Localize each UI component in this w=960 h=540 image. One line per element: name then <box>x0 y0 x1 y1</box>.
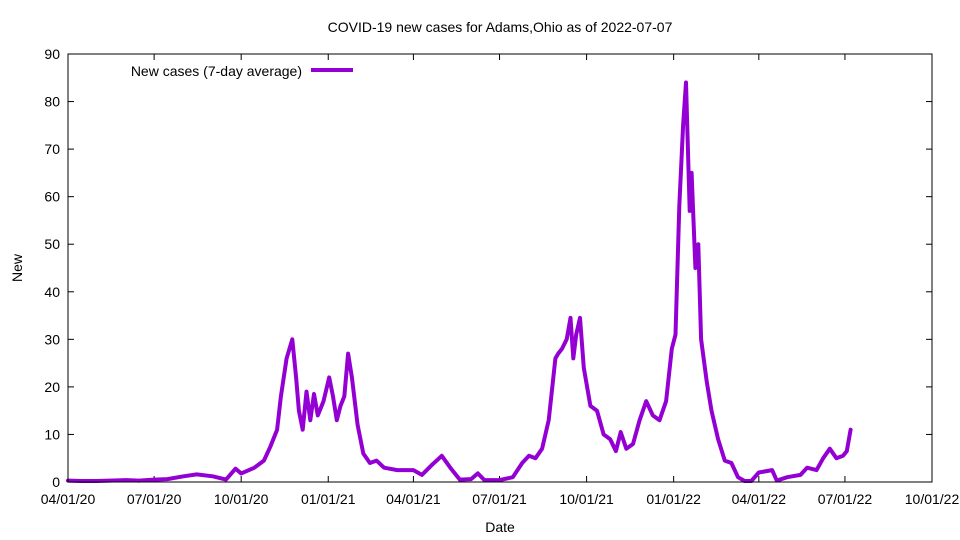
y-axis-ticks: 0 10 20 30 40 50 60 70 80 90 <box>44 46 932 490</box>
x-tick-label: 07/01/22 <box>818 491 873 507</box>
plot-frame <box>67 53 933 483</box>
y-tick-label: 0 <box>52 474 60 490</box>
x-tick-label: 07/01/21 <box>472 491 527 507</box>
x-tick-label: 01/01/21 <box>301 491 356 507</box>
chart-title: COVID-19 new cases for Adams,Ohio as of … <box>328 19 673 35</box>
x-axis-label: Date <box>485 519 515 535</box>
series-line <box>66 80 853 483</box>
x-axis-ticks: 04/01/20 07/01/20 10/01/20 01/01/21 04/01/21… <box>41 54 960 507</box>
x-tick-label: 10/01/22 <box>905 491 960 507</box>
x-tick-label: 04/01/22 <box>732 491 787 507</box>
x-tick-label: 07/01/20 <box>127 491 182 507</box>
y-tick-label: 30 <box>44 331 60 347</box>
y-tick-label: 80 <box>44 94 60 110</box>
y-tick-label: 40 <box>44 284 60 300</box>
x-tick-label: 10/01/20 <box>214 491 269 507</box>
y-tick-label: 90 <box>44 46 60 62</box>
legend-label: New cases (7-day average) <box>131 63 302 79</box>
x-tick-label: 01/01/22 <box>646 491 701 507</box>
y-tick-label: 20 <box>44 379 60 395</box>
y-tick-label: 10 <box>44 426 60 442</box>
y-tick-label: 50 <box>44 236 60 252</box>
x-tick-label: 04/01/20 <box>41 491 96 507</box>
y-tick-label: 60 <box>44 189 60 205</box>
legend: New cases (7-day average) <box>131 63 353 79</box>
series-layer <box>66 80 853 483</box>
x-tick-label: 10/01/21 <box>559 491 614 507</box>
x-tick-label: 04/01/21 <box>386 491 441 507</box>
y-axis-label: New <box>9 253 25 282</box>
y-tick-label: 70 <box>44 141 60 157</box>
